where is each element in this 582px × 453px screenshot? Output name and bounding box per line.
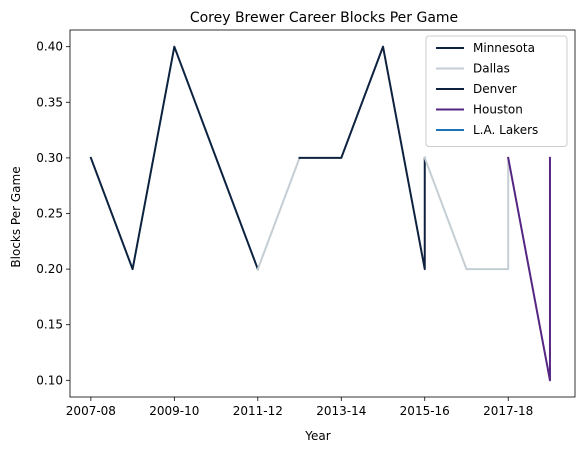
x-tick-label: 2009-10 [149, 404, 199, 418]
y-tick-label: 0.15 [36, 318, 63, 332]
x-tick-label: 2011-12 [233, 404, 283, 418]
y-tick-label: 0.35 [36, 95, 63, 109]
x-tick-label: 2015-16 [400, 404, 450, 418]
chart-title: Corey Brewer Career Blocks Per Game [190, 10, 458, 26]
legend: Minnesota Dallas Denver Houston L.A. Lakers [425, 35, 568, 147]
series-line-denver [298, 45, 426, 271]
series-line-dallas [256, 156, 301, 271]
legend-box [425, 35, 568, 147]
legend-label: Minnesota [473, 41, 535, 55]
y-tick-label: 0.30 [36, 151, 63, 165]
legend-label: L.A. Lakers [473, 123, 538, 137]
series-lines [89, 45, 551, 382]
y-tick-label: 0.40 [36, 40, 63, 54]
x-tick-label: 2013-14 [316, 404, 366, 418]
y-tick-label: 0.20 [36, 262, 63, 276]
y-tick-label: 0.25 [36, 207, 63, 221]
series-line-minnesota [89, 45, 260, 271]
x-axis-label: Year [304, 429, 330, 443]
y-axis-label: Blocks Per Game [9, 166, 23, 267]
legend-label: Houston [473, 103, 523, 117]
x-tick-label: 2017-18 [483, 404, 533, 418]
series-line-l-a-lakers [507, 156, 551, 382]
axis-ticks: 2007-08 2009-10 2011-12 2013-14 2015-16 2017-… [36, 40, 533, 418]
legend-label: Dallas [473, 62, 510, 76]
series-line-houston [423, 156, 510, 271]
legend-label: Denver [473, 82, 517, 96]
y-tick-label: 0.10 [36, 373, 63, 387]
x-tick-label: 2007-08 [66, 404, 116, 418]
